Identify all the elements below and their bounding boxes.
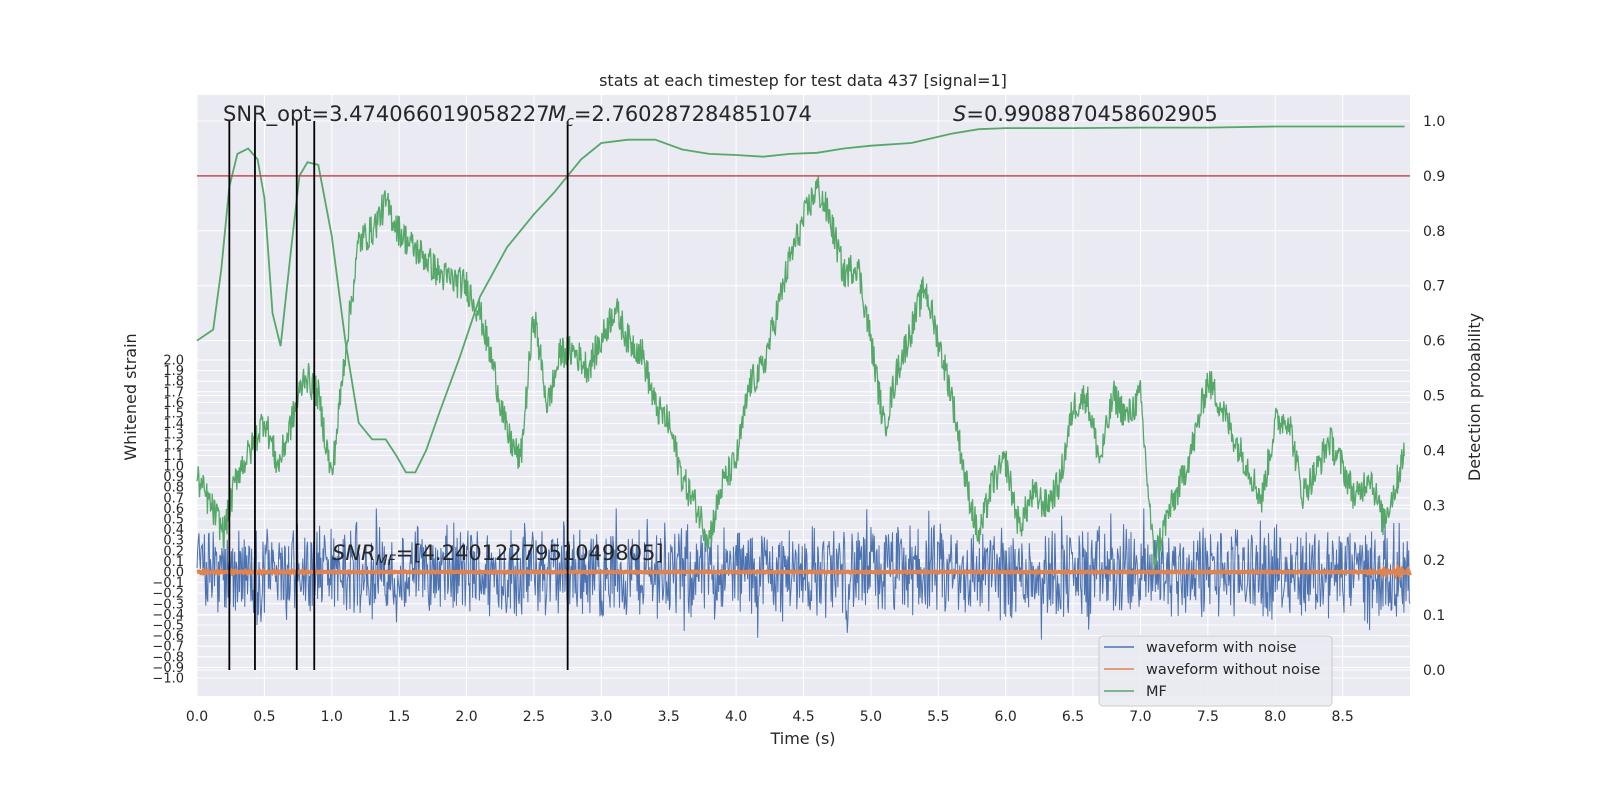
vertical-markers [228,121,569,670]
y-left-tick-label: −0.5 [152,619,184,634]
x-tick-label: 3.0 [590,709,612,725]
x-tick-label: 7.5 [1197,709,1219,725]
y-left-tick-label: −0.4 [152,608,184,623]
x-tick-label: 6.5 [1062,709,1084,725]
y-left-tick-label: −0.6 [152,629,184,644]
x-tick-label: 8.0 [1264,709,1286,725]
y-left-tick-label: 0.6 [163,502,184,517]
y-right-tick-label: 0.4 [1423,443,1445,459]
y-left-tick-labels: 2.01.91.81.71.61.51.41.31.21.11.00.90.80… [152,354,184,687]
y-left-tick-label: 0.8 [163,481,184,496]
y-left-tick-label: 0.7 [163,491,184,506]
x-tick-label: 5.0 [860,709,882,725]
y-left-tick-label: 0.2 [163,544,184,559]
chart-title: stats at each timestep for test data 437… [599,71,1007,90]
x-tick-label: 0.5 [253,709,275,725]
x-tick-labels: 0.0 0.5 1.0 1.5 2.0 2.5 3.0 3.5 4.0 4.5 5.0 5.5 6.0 6… [186,709,1354,725]
x-tick-label: 4.0 [725,709,747,725]
y-left-tick-label: 1.4 [163,417,184,432]
legend-label-mf: MF [1146,684,1167,700]
y-left-tick-label: −0.3 [152,597,184,612]
x-tick-label: 2.5 [523,709,545,725]
y-right-tick-label: 0.8 [1423,224,1445,240]
x-tick-label: 5.5 [927,709,949,725]
annotation-snr-mf: SNRMF=[4.2401227951049805] [332,541,664,569]
x-tick-label: 3.5 [658,709,680,725]
y-axis-label-left: Whitened strain [121,333,140,460]
legend-box [1098,635,1333,707]
x-tick-label: 7.0 [1129,709,1151,725]
y-right-tick-label: 0.5 [1423,389,1445,405]
line-waveform-with-noise [196,508,1411,640]
legend-label-noise: waveform with noise [1146,640,1297,656]
y-right-tick-labels: 0.0 0.1 0.2 0.3 0.4 0.5 0.6 0.7 0.8 0.9 1.0 [1423,114,1445,679]
x-axis-label: Time (s) [769,729,835,748]
y-left-tick-label: 1.1 [163,449,184,464]
y-left-tick-label: 1.5 [163,407,184,422]
y-right-tick-label: 0.2 [1423,553,1445,569]
y-left-tick-label: 2.0 [163,354,184,369]
x-tick-label: 8.5 [1331,709,1353,725]
y-left-tick-label: 1.9 [163,364,184,379]
y-left-tick-label: 1.3 [163,428,184,443]
y-right-tick-label: 0.1 [1423,608,1445,624]
y-left-tick-label: 1.6 [163,396,184,411]
annotation-snr-opt: SNR_opt=3.474066019058227 [223,102,550,127]
y-right-tick-label: 1.0 [1423,114,1445,130]
series-waveform-with-noise [196,508,1411,640]
annotation-mc: Mc=2.760287284851074 [548,102,812,130]
legend: waveform with noise waveform without noi… [1098,635,1333,707]
y-right-tick-label: 0.3 [1423,498,1445,514]
y-left-tick-label: 0.3 [163,534,184,549]
y-left-tick-label: 1.8 [163,375,184,390]
x-tick-label: 4.5 [792,709,814,725]
legend-label-clean: waveform without noise [1146,662,1320,678]
annotation-s: S=0.9908870458602905 [953,102,1218,126]
y-left-tick-label: −0.2 [152,587,184,602]
y-axis-label-right: Detection probability [1465,313,1484,481]
x-tick-label: 1.5 [388,709,410,725]
y-left-tick-label: −0.1 [152,576,184,591]
x-tick-label: 6.0 [995,709,1017,725]
line-waveform-without-noise [196,562,1412,581]
y-left-tick-label: 0.1 [163,555,184,570]
x-tick-label: 0.0 [186,709,208,725]
y-left-tick-label: 1.0 [163,460,184,475]
series-mf [196,125,1405,570]
x-tick-label: 1.0 [321,709,343,725]
y-right-tick-label: 0.6 [1423,334,1445,350]
y-left-tick-label: 0.9 [163,470,184,485]
x-tick-label: 2.0 [455,709,477,725]
y-left-tick-label: 1.2 [163,438,184,453]
y-left-tick-label: −0.9 [152,661,184,676]
line-mf-trace [196,176,1405,570]
y-left-tick-label: −1.0 [152,672,184,687]
series-waveform-without-noise [196,562,1412,581]
y-right-tick-label: 0.9 [1423,169,1445,185]
y-left-tick-label: 0.4 [163,523,184,538]
y-left-tick-label: 0.5 [163,513,184,528]
line-mf-probability [196,125,1405,474]
y-left-tick-label: −0.8 [152,650,184,665]
y-right-tick-label: 0.0 [1423,663,1445,679]
y-left-tick-label: 0.0 [163,566,184,581]
y-left-tick-label: −0.7 [152,640,184,655]
y-left-tick-label: 1.7 [163,385,184,400]
y-right-tick-label: 0.7 [1423,279,1445,295]
